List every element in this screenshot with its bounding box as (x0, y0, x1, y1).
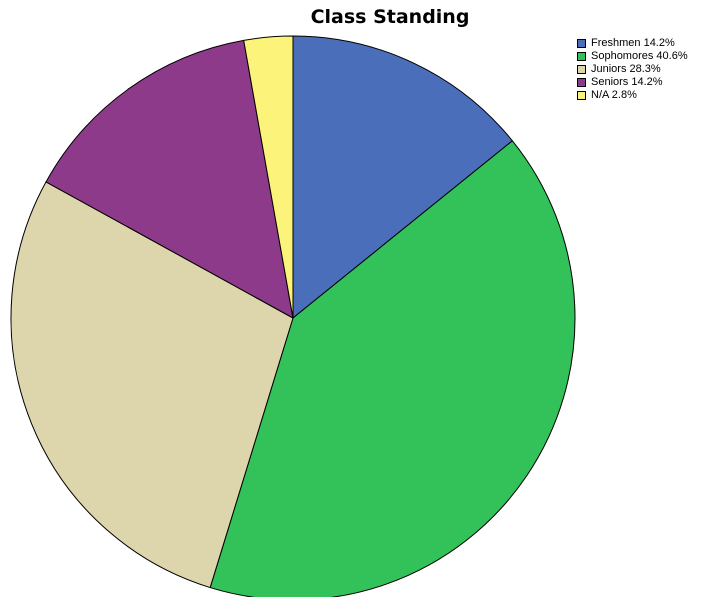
legend-label: Juniors 28.3% (591, 63, 661, 75)
chart-title: Class Standing (310, 6, 470, 28)
legend-swatch (577, 39, 586, 48)
legend-swatch (577, 65, 586, 74)
pie-slice-juniors (10, 181, 294, 589)
legend: Freshmen 14.2% Sophomores 40.6% Juniors 28… (577, 37, 688, 102)
legend-item: Freshmen 14.2% (577, 37, 688, 50)
legend-swatch (577, 91, 586, 100)
legend-label: N/A 2.8% (591, 89, 637, 101)
legend-swatch (577, 52, 586, 61)
pie-slice-freshmen (292, 35, 513, 319)
legend-item: Seniors 14.2% (577, 76, 688, 89)
legend-item: N/A 2.8% (577, 89, 688, 102)
pie-slice-seniors (45, 39, 294, 319)
legend-swatch (577, 78, 586, 87)
legend-item: Juniors 28.3% (577, 63, 688, 76)
legend-label: Sophomores 40.6% (591, 50, 688, 62)
legend-label: Seniors 14.2% (591, 76, 663, 88)
pie-slice-n-a (243, 35, 294, 319)
legend-label: Freshmen 14.2% (591, 37, 675, 49)
legend-item: Sophomores 40.6% (577, 50, 688, 63)
pie-slice-sophomores (209, 140, 576, 597)
